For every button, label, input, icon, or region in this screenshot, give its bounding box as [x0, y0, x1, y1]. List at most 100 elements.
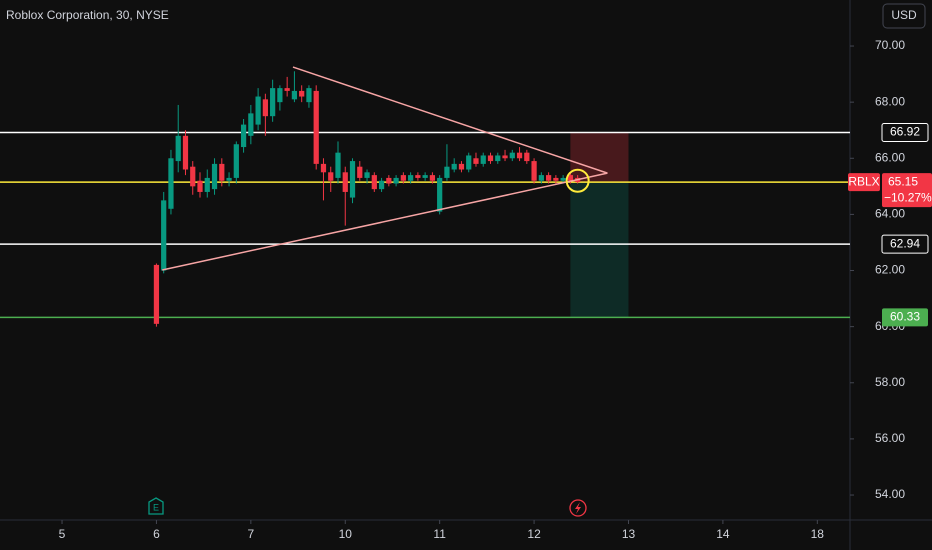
- trendline: [292, 66, 608, 174]
- x-tick-label: 18: [811, 527, 825, 541]
- candle-body: [219, 163, 225, 181]
- candle-body: [415, 175, 421, 178]
- x-tick-label: 6: [153, 527, 160, 541]
- candle-body: [495, 155, 501, 162]
- candle-body: [306, 88, 312, 103]
- candle-body: [284, 88, 290, 91]
- candle-body: [240, 124, 247, 148]
- candle-body: [553, 177, 559, 181]
- highlight-circle: [565, 168, 590, 193]
- candle-body: [400, 175, 406, 181]
- y-tick-label: 70.00: [875, 38, 905, 52]
- candle-body: [364, 172, 370, 178]
- earnings-icon[interactable]: E: [148, 497, 164, 515]
- candle-body: [168, 158, 174, 209]
- x-tick-label: 14: [716, 527, 730, 541]
- candle-body: [393, 177, 399, 184]
- candle-body: [451, 163, 457, 170]
- candle-body: [262, 99, 268, 117]
- candle-body: [567, 175, 574, 181]
- chart-title: Roblox Corporation, 30, NYSE: [6, 8, 169, 22]
- stop-zone: [570, 132, 629, 183]
- candle-body: [378, 180, 385, 190]
- event-badge[interactable]: [569, 499, 587, 517]
- candle-body: [408, 175, 414, 181]
- dividend-icon[interactable]: [569, 499, 587, 517]
- symbol-label: RBLX: [848, 174, 879, 188]
- candle-body: [153, 264, 160, 324]
- y-tick-label: 68.00: [875, 94, 905, 108]
- candle-body: [444, 166, 450, 178]
- x-tick-label: 12: [527, 527, 541, 541]
- candle-body: [211, 163, 218, 190]
- currency-button[interactable]: [882, 3, 926, 29]
- x-tick-label: 10: [339, 527, 353, 541]
- candle-body: [422, 175, 428, 178]
- candle-body: [291, 90, 298, 100]
- candle-body: [509, 152, 515, 159]
- x-tick-label: 7: [248, 527, 255, 541]
- candle-body: [233, 144, 239, 178]
- candle-body: [545, 175, 552, 181]
- candle-body: [371, 175, 377, 190]
- candle-body: [502, 155, 508, 159]
- candle-body: [197, 180, 203, 192]
- target-zone: [570, 182, 629, 318]
- candle-body: [182, 135, 189, 170]
- candle-body: [328, 172, 334, 181]
- candle-body: [255, 96, 261, 125]
- candle-body: [320, 163, 327, 173]
- candle-body: [342, 172, 348, 192]
- earnings-letter: E: [153, 502, 159, 512]
- change-label: −10.27%: [884, 190, 932, 204]
- candle-body: [357, 166, 363, 178]
- candle-body: [538, 175, 544, 181]
- level-tag: [881, 122, 929, 142]
- price-tag: [882, 173, 932, 208]
- y-tick-label: 62.00: [875, 263, 905, 277]
- y-tick-label: 54.00: [875, 487, 905, 501]
- candle-body: [335, 152, 341, 178]
- candle-body: [429, 175, 436, 181]
- level-label: 60.33: [890, 310, 920, 324]
- y-tick-label: 58.00: [875, 375, 905, 389]
- price-label: 65.15: [888, 174, 918, 188]
- candle-body: [299, 90, 305, 97]
- event-bolt: [575, 502, 581, 514]
- candle-body: [386, 177, 392, 184]
- candle-body: [313, 90, 319, 164]
- candle-body: [161, 200, 167, 271]
- candle-body: [226, 177, 232, 181]
- candle-body: [473, 158, 479, 164]
- x-tick-label: 13: [622, 527, 636, 541]
- candle-body: [466, 155, 472, 170]
- x-tick-label: 5: [59, 527, 66, 541]
- candle-body: [560, 177, 566, 181]
- candle-body: [270, 88, 276, 117]
- currency-label[interactable]: USD: [891, 8, 917, 22]
- candle-body: [175, 135, 181, 162]
- level-tag: [881, 234, 929, 254]
- candle-body: [480, 155, 486, 164]
- earnings-badge[interactable]: [148, 497, 164, 515]
- candle-body: [349, 161, 356, 198]
- level-tag: [882, 308, 928, 327]
- y-tick-label: 56.00: [875, 431, 905, 445]
- level-label: 66.92: [890, 125, 920, 139]
- candle-body: [248, 113, 254, 136]
- y-tick-label: 64.00: [875, 207, 905, 221]
- level-label: 62.94: [890, 236, 920, 250]
- candle-body: [487, 155, 494, 162]
- candle-body: [516, 152, 523, 159]
- symbol-tag: [848, 173, 880, 192]
- candle-body: [190, 166, 196, 187]
- candle-body: [277, 88, 283, 103]
- x-tick-label: 11: [433, 527, 446, 541]
- trendline: [162, 172, 608, 271]
- candle-body: [531, 161, 537, 181]
- y-tick-label: 66.00: [875, 150, 905, 164]
- candle-body: [458, 163, 465, 170]
- candle-body: [437, 177, 443, 212]
